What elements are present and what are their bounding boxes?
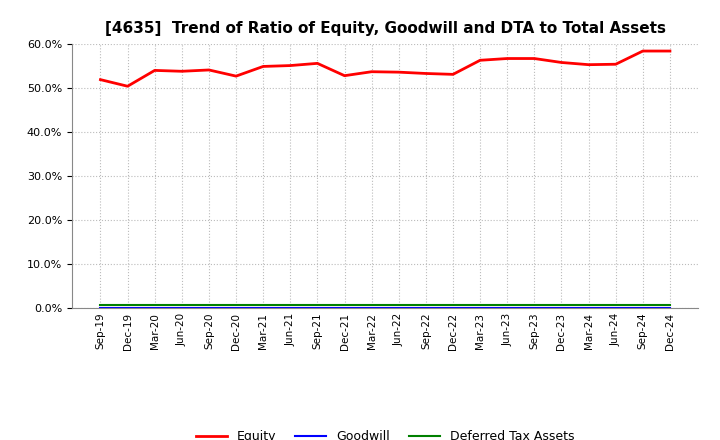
Deferred Tax Assets [421, 302, 430, 308]
Goodwill [232, 305, 240, 310]
Deferred Tax Assets [96, 302, 105, 308]
Goodwill [204, 305, 213, 310]
Deferred Tax Assets [341, 302, 349, 308]
Goodwill [367, 305, 376, 310]
Deferred Tax Assets [313, 302, 322, 308]
Deferred Tax Assets [150, 302, 159, 308]
Deferred Tax Assets [557, 302, 566, 308]
Goodwill [286, 305, 294, 310]
Goodwill [313, 305, 322, 310]
Equity [232, 73, 240, 79]
Deferred Tax Assets [232, 302, 240, 308]
Deferred Tax Assets [530, 302, 539, 308]
Equity [341, 73, 349, 78]
Equity [367, 69, 376, 74]
Equity [557, 60, 566, 65]
Goodwill [476, 305, 485, 310]
Deferred Tax Assets [665, 302, 674, 308]
Goodwill [611, 305, 620, 310]
Goodwill [259, 305, 268, 310]
Goodwill [123, 305, 132, 310]
Goodwill [150, 305, 159, 310]
Equity [395, 70, 403, 75]
Equity [259, 64, 268, 69]
Deferred Tax Assets [178, 302, 186, 308]
Deferred Tax Assets [395, 302, 403, 308]
Equity [611, 62, 620, 67]
Deferred Tax Assets [204, 302, 213, 308]
Goodwill [530, 305, 539, 310]
Goodwill [665, 305, 674, 310]
Deferred Tax Assets [611, 302, 620, 308]
Equity [150, 68, 159, 73]
Equity [123, 84, 132, 89]
Goodwill [96, 305, 105, 310]
Legend: Equity, Goodwill, Deferred Tax Assets: Equity, Goodwill, Deferred Tax Assets [191, 425, 580, 440]
Deferred Tax Assets [449, 302, 457, 308]
Equity [421, 71, 430, 76]
Goodwill [341, 305, 349, 310]
Equity [584, 62, 593, 67]
Equity [96, 77, 105, 82]
Deferred Tax Assets [476, 302, 485, 308]
Deferred Tax Assets [367, 302, 376, 308]
Goodwill [503, 305, 511, 310]
Deferred Tax Assets [503, 302, 511, 308]
Equity [286, 63, 294, 68]
Equity [639, 48, 647, 54]
Equity [503, 56, 511, 61]
Goodwill [395, 305, 403, 310]
Equity [665, 48, 674, 54]
Deferred Tax Assets [259, 302, 268, 308]
Goodwill [178, 305, 186, 310]
Equity [449, 72, 457, 77]
Goodwill [639, 305, 647, 310]
Line: Equity: Equity [101, 51, 670, 86]
Goodwill [557, 305, 566, 310]
Goodwill [449, 305, 457, 310]
Equity [530, 56, 539, 61]
Equity [476, 58, 485, 63]
Deferred Tax Assets [123, 302, 132, 308]
Equity [313, 61, 322, 66]
Equity [204, 67, 213, 73]
Goodwill [421, 305, 430, 310]
Deferred Tax Assets [639, 302, 647, 308]
Deferred Tax Assets [584, 302, 593, 308]
Deferred Tax Assets [286, 302, 294, 308]
Equity [178, 69, 186, 74]
Goodwill [584, 305, 593, 310]
Title: [4635]  Trend of Ratio of Equity, Goodwill and DTA to Total Assets: [4635] Trend of Ratio of Equity, Goodwil… [104, 21, 666, 36]
